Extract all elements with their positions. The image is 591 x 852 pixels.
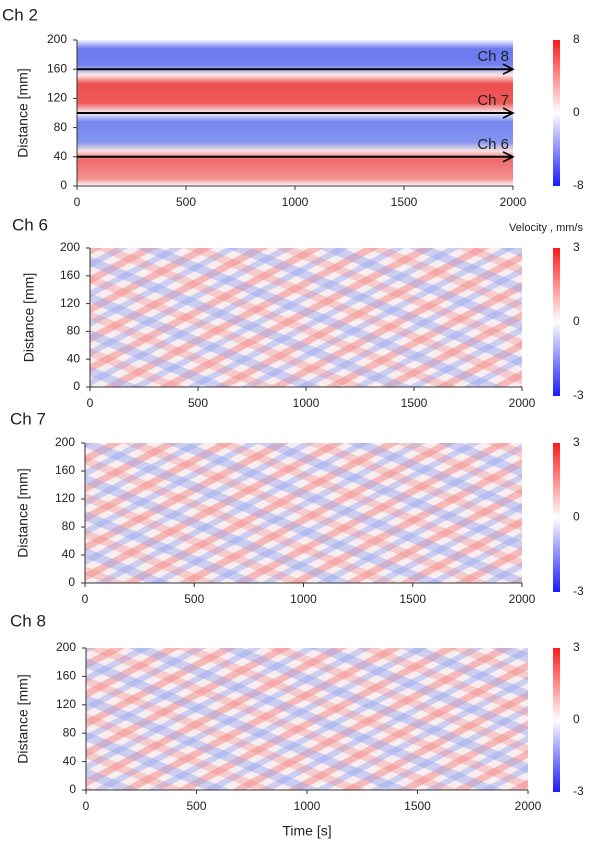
y-tick-label: 200	[56, 640, 76, 654]
colorbar	[553, 40, 560, 186]
y-tick-label: 120	[55, 491, 75, 505]
x-axis-label: Time [s]	[282, 823, 331, 839]
x-tick-label: 500	[188, 396, 208, 410]
heatmap-overlay	[86, 648, 528, 790]
y-tick-label: 160	[55, 463, 75, 477]
colorbar-tick-label: -3	[573, 388, 584, 402]
colorbar	[553, 443, 560, 592]
x-tick-label: 2000	[509, 592, 536, 606]
colorbar-tick-label: 0	[573, 314, 580, 328]
panel-title: Ch 6	[12, 215, 48, 234]
colorbar-tick-label: 0	[573, 712, 580, 726]
x-tick-label: 1500	[401, 396, 428, 410]
y-axis-label: Distance [mm]	[15, 674, 31, 763]
y-axis-label: Distance [mm]	[15, 68, 31, 157]
y-tick-label: 200	[60, 240, 80, 254]
y-tick-label: 0	[69, 782, 76, 796]
colorbar-tick-label: 0	[573, 510, 580, 524]
x-tick-label: 500	[186, 799, 206, 813]
y-tick-label: 200	[55, 435, 75, 449]
y-tick-label: 40	[54, 149, 68, 163]
y-tick-label: 160	[47, 61, 67, 75]
y-tick-label: 160	[60, 268, 80, 282]
colorbar-label: Velocity , mm/s	[509, 222, 583, 234]
x-tick-label: 1000	[294, 799, 321, 813]
x-tick-label: 0	[87, 396, 94, 410]
panel-title: Ch 2	[2, 5, 38, 24]
colorbar-tick-label: -8	[573, 178, 584, 192]
x-tick-label: 2000	[500, 195, 527, 209]
x-tick-label: 1000	[293, 396, 320, 410]
channel-label: Ch 7	[477, 92, 509, 109]
colorbar-tick-label: 8	[573, 32, 580, 46]
y-tick-label: 40	[67, 351, 81, 365]
y-tick-label: 80	[54, 120, 68, 134]
y-tick-label: 40	[62, 547, 76, 561]
colorbar-tick-label: 3	[573, 435, 580, 449]
panel-title: Ch 8	[10, 611, 46, 630]
y-axis-label: Distance [mm]	[21, 273, 37, 362]
colorbar-tick-label: -3	[573, 584, 584, 598]
x-tick-label: 1500	[404, 799, 431, 813]
x-tick-label: 1500	[391, 195, 418, 209]
colorbar	[553, 248, 560, 396]
channel-label: Ch 8	[477, 48, 509, 65]
y-tick-label: 0	[68, 575, 75, 589]
y-tick-label: 80	[67, 324, 81, 338]
arrow-head	[502, 63, 515, 75]
y-tick-label: 120	[56, 697, 76, 711]
colorbar	[553, 648, 560, 792]
x-tick-label: 2000	[509, 396, 536, 410]
arrow-head	[502, 151, 515, 163]
y-tick-label: 200	[47, 32, 67, 46]
y-tick-label: 160	[56, 669, 76, 683]
colorbar-tick-label: -3	[573, 784, 584, 798]
y-tick-label: 120	[60, 296, 80, 310]
x-tick-label: 500	[176, 195, 196, 209]
y-tick-label: 40	[63, 754, 77, 768]
y-tick-label: 80	[62, 519, 76, 533]
x-tick-label: 0	[83, 799, 90, 813]
colorbar-tick-label: 3	[573, 640, 580, 654]
x-tick-label: 2000	[515, 799, 542, 813]
x-tick-label: 0	[82, 592, 89, 606]
x-tick-label: 1000	[290, 592, 317, 606]
y-tick-label: 0	[60, 178, 67, 192]
channel-label: Ch 6	[477, 136, 509, 153]
y-tick-label: 0	[73, 379, 80, 393]
colorbar-tick-label: 3	[573, 240, 580, 254]
heatmap-overlay	[85, 443, 522, 583]
colorbar-tick-label: 0	[573, 105, 580, 119]
x-tick-label: 500	[184, 592, 204, 606]
y-axis-label: Distance [mm]	[15, 468, 31, 557]
arrow-head	[502, 107, 515, 119]
y-tick-label: 80	[63, 725, 77, 739]
x-tick-label: 1500	[399, 592, 426, 606]
panel-title: Ch 7	[10, 409, 46, 428]
heatmap-overlay	[90, 248, 522, 387]
y-tick-label: 120	[47, 91, 67, 105]
x-tick-label: 1000	[282, 195, 309, 209]
x-tick-label: 0	[74, 195, 81, 209]
